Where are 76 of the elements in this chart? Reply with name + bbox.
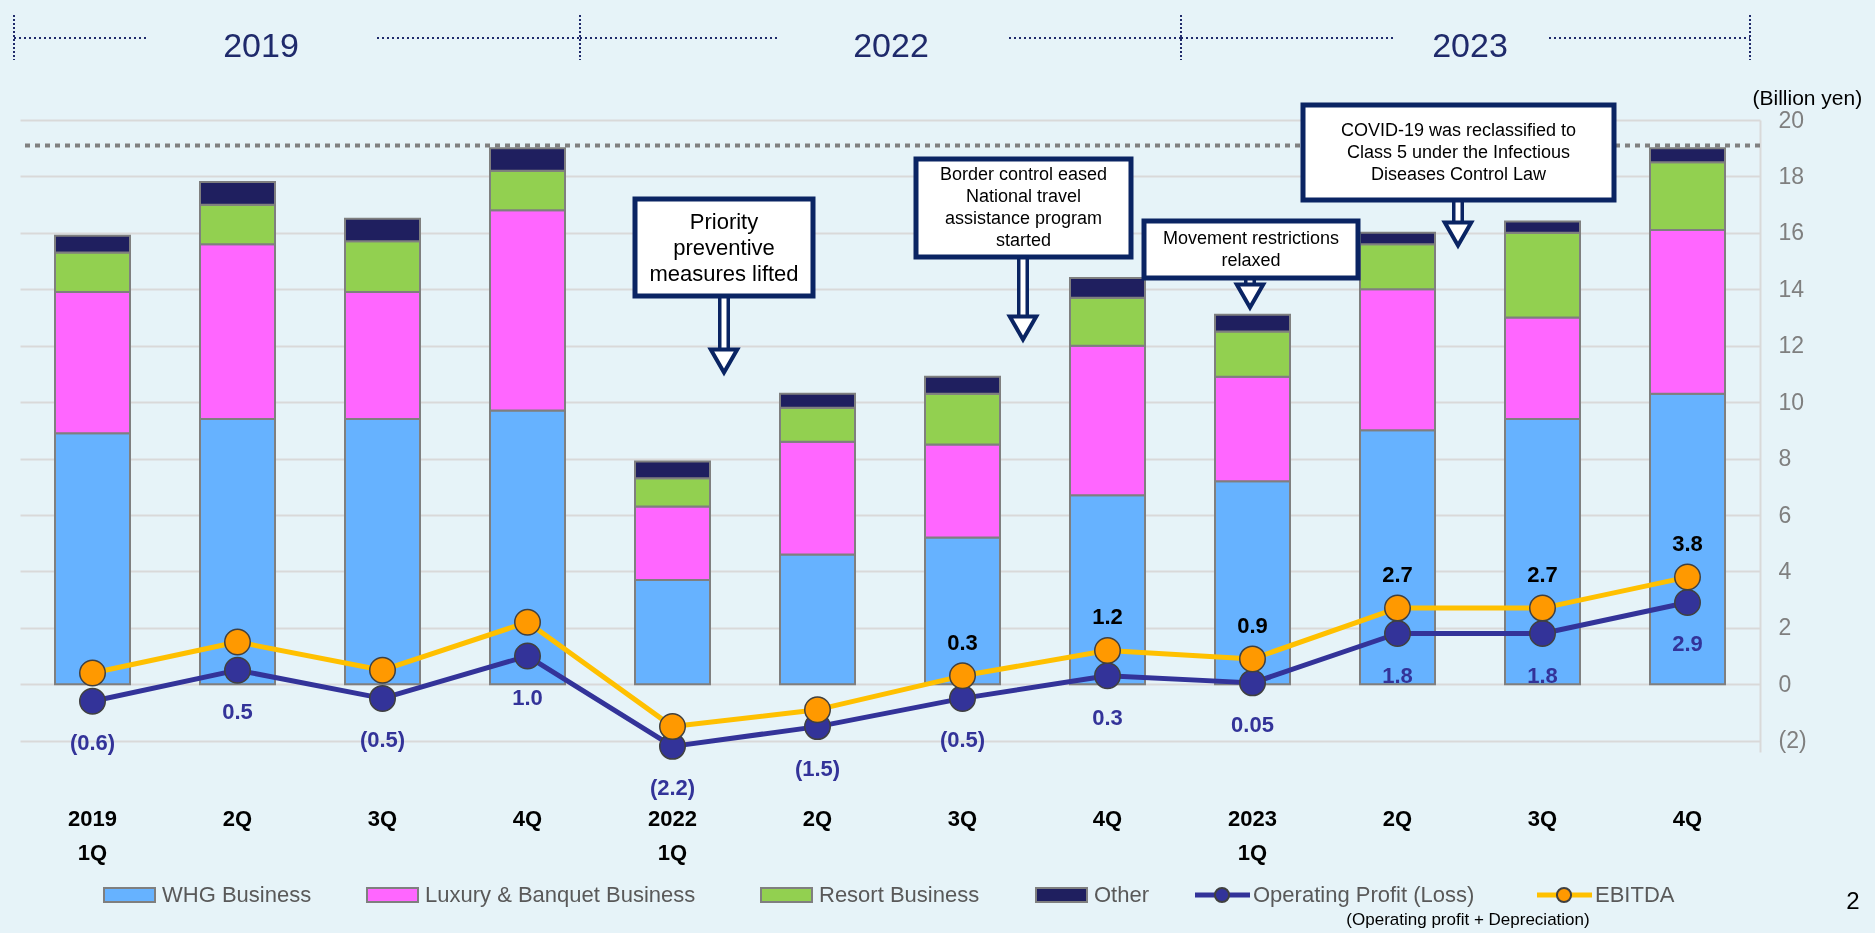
point (949, 684, 976, 712)
data-label: (1.5) (794, 755, 841, 781)
legend-label: Resort Business (819, 882, 980, 907)
point (659, 713, 686, 741)
x-tick-label: 2022 1Q (648, 805, 697, 865)
legend-label: WHG Business (162, 882, 312, 907)
data-label: 1.0 (512, 685, 543, 711)
x-tick-label: 2Q (1382, 805, 1413, 831)
x-tick-label: 2023 1Q (1228, 805, 1277, 865)
data-label: 0.9 (1237, 612, 1268, 638)
y-tick-label: 12 (1778, 332, 1805, 359)
data-label: 1.8 (1527, 662, 1558, 688)
y-tick-label: 18 (1778, 162, 1805, 189)
point (1384, 620, 1411, 647)
point (804, 696, 831, 724)
point (514, 608, 541, 636)
point (369, 656, 396, 684)
legend-label: EBITDA (1595, 882, 1675, 907)
y-tick-label: 20 (1778, 106, 1805, 133)
point (1239, 645, 1266, 673)
data-label: 0.3 (947, 629, 978, 655)
y-tick-label: 2 (1778, 614, 1792, 641)
text: 2022 (853, 26, 929, 64)
data-label: 3.8 (1672, 531, 1703, 557)
x-tick-label: 2019 1Q (68, 805, 117, 865)
data-label: 0.05 (1231, 711, 1274, 737)
point (1094, 662, 1121, 690)
y-tick-label: (2) (1778, 727, 1807, 754)
y-tick-label: 14 (1778, 275, 1805, 302)
point (369, 684, 396, 712)
y-tick-label: 0 (1778, 670, 1792, 697)
x-tick-label: 4Q (512, 805, 543, 831)
point (1529, 594, 1556, 622)
legend-label: Luxury & Banquet Business (425, 882, 696, 907)
y-tick-label: 6 (1778, 501, 1792, 528)
point (949, 662, 976, 690)
point (1674, 588, 1701, 616)
y-tick-label: 4 (1778, 557, 1792, 584)
point (1094, 636, 1121, 664)
data-label: (0.6) (69, 730, 116, 756)
text: 2 (1846, 887, 1860, 914)
legend-label: Operating Profit (Loss) (1253, 882, 1475, 907)
data-label: 2.9 (1672, 631, 1703, 657)
x-tick-label: 2Q (802, 805, 833, 831)
point (79, 687, 106, 715)
x-tick-label: 4Q (1092, 805, 1123, 831)
data-label: (2.2) (649, 775, 696, 801)
y-axis-title: (Billion yen) (1752, 85, 1863, 109)
point (224, 656, 251, 684)
data-label: 0.5 (222, 699, 253, 725)
data-label: (0.5) (359, 727, 406, 753)
point (514, 642, 541, 670)
data-label: 0.3 (1092, 704, 1123, 730)
point (1384, 594, 1411, 622)
data-label: (0.5) (939, 727, 986, 753)
data-label: 2.7 (1382, 562, 1413, 588)
data-label: 1.2 (1092, 604, 1123, 630)
x-tick-label: 4Q (1672, 805, 1703, 831)
legend-label: Other (1094, 882, 1150, 907)
text: 2019 (223, 26, 299, 64)
data-label: 2.7 (1527, 562, 1558, 588)
y-tick-label: 8 (1778, 445, 1792, 472)
x-tick-label: 3Q (1527, 805, 1558, 831)
point (79, 659, 106, 687)
y-tick-label: 16 (1778, 219, 1805, 246)
text: (Operating profit + Depreciation) (1346, 910, 1590, 929)
point (1674, 563, 1701, 591)
text: 2023 (1432, 26, 1508, 64)
point (1529, 620, 1556, 647)
point (1239, 669, 1266, 697)
point (224, 628, 251, 656)
y-tick-label: 10 (1778, 388, 1805, 415)
x-tick-label: 2Q (222, 805, 253, 831)
x-tick-label: 3Q (367, 805, 398, 831)
x-tick-label: 3Q (947, 805, 978, 831)
data-label: 1.8 (1382, 662, 1413, 688)
